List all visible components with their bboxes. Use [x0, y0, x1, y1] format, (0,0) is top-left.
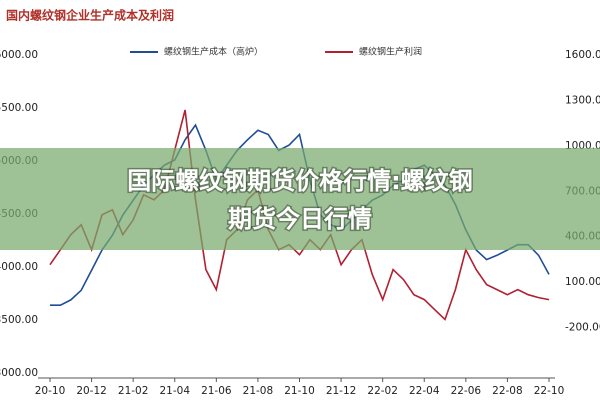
x-tick-label: 22-02 — [367, 385, 398, 397]
legend-label: 螺纹钢生产成本（高炉） — [164, 46, 263, 58]
y2-tick-label: 1600.00 — [565, 49, 600, 61]
x-tick-label: 21-10 — [284, 385, 315, 397]
banner-title: 国际螺纹钢期货价格行情:螺纹钢 — [127, 167, 473, 195]
x-tick-label: 20-10 — [35, 385, 66, 397]
y2-tick-label: -200.00 — [565, 322, 600, 334]
banner: 国际螺纹钢期货价格行情:螺纹钢 期货今日行情 — [0, 148, 600, 250]
x-tick-label: 22-08 — [492, 385, 523, 397]
x-tick-label: 20-12 — [76, 385, 107, 397]
banner-background — [0, 148, 600, 250]
y-tick-label: 3000.00 — [0, 367, 38, 379]
x-tick-label: 21-04 — [159, 385, 190, 397]
y-tick-label: 3500.00 — [0, 314, 38, 326]
chart-title: 国内螺纹钢企业生产成本及利润 — [6, 8, 174, 23]
x-tick-label: 21-12 — [326, 385, 357, 397]
x-tick-label: 22-06 — [451, 385, 482, 397]
y2-tick-label: 100.00 — [565, 276, 600, 288]
banner-title: 期货今日行情 — [228, 205, 372, 233]
x-tick-label: 22-10 — [534, 385, 565, 397]
legend-label: 螺纹钢生产利润 — [359, 46, 422, 58]
x-tick-label: 21-06 — [201, 385, 232, 397]
y2-tick-label: 1300.00 — [565, 94, 600, 106]
y-tick-label: 5500.00 — [0, 102, 38, 114]
x-tick-label: 21-08 — [243, 385, 274, 397]
x-tick-label: 22-04 — [409, 385, 440, 397]
y-tick-label: 6000.00 — [0, 49, 38, 61]
x-tick-label: 21-02 — [118, 385, 149, 397]
y-tick-label: 4000.00 — [0, 261, 38, 273]
